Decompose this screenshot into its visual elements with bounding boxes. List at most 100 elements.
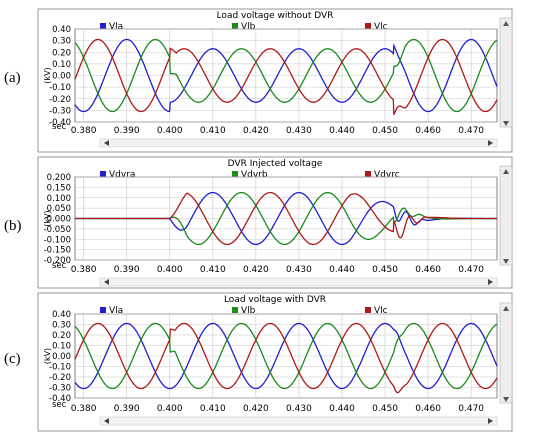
x-tick-label: 0.420 xyxy=(243,126,269,136)
x-tick-label: 0.440 xyxy=(329,265,355,275)
scroll-right-arrow-icon[interactable] xyxy=(488,418,493,424)
scroll-up-arrow-icon[interactable] xyxy=(503,21,509,26)
vertical-scrollbar[interactable] xyxy=(499,302,513,404)
legend-swatch xyxy=(100,307,106,313)
series-line-Vlb xyxy=(74,38,498,113)
y-tick-label: -0.100 xyxy=(44,235,71,245)
x-tick-label: 0.440 xyxy=(329,126,355,136)
x-tick-label: 0.460 xyxy=(415,126,441,136)
legend-label: Vlc xyxy=(374,306,388,316)
legend-label: Vla xyxy=(109,306,123,316)
x-tick-label: 0.410 xyxy=(200,404,226,414)
scroll-down-arrow-icon[interactable] xyxy=(503,121,509,126)
x-tick-label: 0.450 xyxy=(372,126,398,136)
scroll-down-arrow-icon[interactable] xyxy=(503,259,509,264)
chart-title: Load voltage without DVR xyxy=(217,11,334,21)
x-tick-label: 0.420 xyxy=(243,404,269,414)
x-tick-label: 0.420 xyxy=(243,265,269,275)
x-tick-label: 0.400 xyxy=(157,404,183,414)
y-tick-label: -0.10 xyxy=(49,83,71,93)
legend-swatch xyxy=(100,23,106,29)
y-axis-label: (kV) xyxy=(43,67,52,83)
x-tick-label: 0.470 xyxy=(458,126,484,136)
panel-label-a: (a) xyxy=(4,70,21,86)
legend-swatch xyxy=(232,171,238,177)
horizontal-scrollbar[interactable] xyxy=(99,138,498,148)
legend-label: Vdvrc xyxy=(374,170,400,180)
y-tick-label: -0.20 xyxy=(49,373,71,383)
scroll-left-arrow-icon[interactable] xyxy=(104,140,109,146)
scroll-right-arrow-icon[interactable] xyxy=(488,279,493,285)
scroll-up-arrow-icon[interactable] xyxy=(503,306,509,311)
series-line-Vdvrc xyxy=(75,191,497,246)
scroll-left-arrow-icon[interactable] xyxy=(104,418,109,424)
y-axis-label: (kV) xyxy=(43,210,52,226)
legend-label: Vlb xyxy=(241,22,256,32)
x-unit-label: sec xyxy=(52,400,67,410)
vertical-scrollbar[interactable] xyxy=(499,17,513,128)
x-tick-label: 0.410 xyxy=(200,126,226,136)
x-tick-label: 0.400 xyxy=(157,126,183,136)
legend-label: Vlb xyxy=(241,306,256,316)
scroll-left-arrow-icon[interactable] xyxy=(104,279,109,285)
x-tick-label: 0.380 xyxy=(71,265,97,275)
legend-label: Vdvra xyxy=(109,170,135,180)
y-tick-label: 0.200 xyxy=(47,173,71,183)
series-line-Vla xyxy=(74,322,498,390)
y-tick-label: -0.40 xyxy=(49,394,71,404)
series-line-Vla xyxy=(74,38,498,113)
x-unit-label: sec xyxy=(52,261,67,271)
scroll-up-arrow-icon[interactable] xyxy=(503,169,509,174)
series-line-Vlb xyxy=(74,322,498,390)
x-tick-label: 0.460 xyxy=(415,265,441,275)
horizontal-scrollbar[interactable] xyxy=(99,277,498,287)
legend-label: Vla xyxy=(109,22,123,32)
y-tick-label: -0.40 xyxy=(49,118,71,128)
legend-swatch xyxy=(365,23,371,29)
y-tick-label: 0.100 xyxy=(47,194,71,204)
y-tick-label: -0.150 xyxy=(44,246,71,256)
series-line-Vlc xyxy=(74,322,498,394)
x-tick-label: 0.470 xyxy=(458,404,484,414)
x-tick-label: 0.410 xyxy=(200,265,226,275)
x-tick-label: 0.390 xyxy=(114,265,140,275)
chart-title: DVR Injected voltage xyxy=(228,159,323,169)
x-tick-label: 0.450 xyxy=(372,265,398,275)
y-tick-label: -0.200 xyxy=(44,256,71,266)
panel-label-b: (b) xyxy=(4,218,22,234)
y-tick-label: 0.30 xyxy=(52,321,71,331)
chart-1: Load voltage without DVR Vla Vlb Vlc -0.40 -0… xyxy=(37,8,513,153)
x-tick-label: 0.390 xyxy=(114,126,140,136)
y-tick-label: 0.20 xyxy=(52,48,71,58)
y-tick-label: 0.10 xyxy=(52,60,71,70)
y-tick-label: 0.40 xyxy=(52,310,71,320)
y-tick-label: 0.30 xyxy=(52,37,71,47)
y-tick-label: 0.40 xyxy=(52,25,71,35)
y-tick-label: -0.050 xyxy=(44,225,71,235)
x-tick-label: 0.460 xyxy=(415,404,441,414)
x-tick-label: 0.380 xyxy=(71,126,97,136)
legend-swatch xyxy=(100,171,106,177)
legend-swatch xyxy=(365,171,371,177)
y-tick-label: 0.000 xyxy=(47,215,71,225)
chart-2: DVR Injected voltage Vdvra Vdvrb Vdvrc -0.20… xyxy=(37,156,513,289)
chart-title: Load voltage with DVR xyxy=(224,295,326,305)
scroll-down-arrow-icon[interactable] xyxy=(503,397,509,402)
legend-label: Vdvrb xyxy=(241,170,268,180)
horizontal-scrollbar[interactable] xyxy=(99,416,498,426)
x-tick-label: 0.400 xyxy=(157,265,183,275)
x-tick-label: 0.430 xyxy=(286,126,312,136)
y-tick-label: 0.050 xyxy=(47,204,71,214)
scroll-right-arrow-icon[interactable] xyxy=(488,140,493,146)
x-tick-label: 0.470 xyxy=(458,265,484,275)
y-tick-label: -0.10 xyxy=(49,363,71,373)
y-tick-label: 0.10 xyxy=(52,342,71,352)
chart-3: Load voltage with DVR Vla Vlb Vlc -0.40-0.30… xyxy=(37,292,513,432)
x-unit-label: sec xyxy=(52,122,67,132)
x-tick-label: 0.390 xyxy=(114,404,140,414)
x-tick-label: 0.450 xyxy=(372,404,398,414)
y-axis-label: (kV) xyxy=(43,348,52,364)
vertical-scrollbar[interactable] xyxy=(499,165,513,266)
y-tick-label: -0.20 xyxy=(49,95,71,105)
